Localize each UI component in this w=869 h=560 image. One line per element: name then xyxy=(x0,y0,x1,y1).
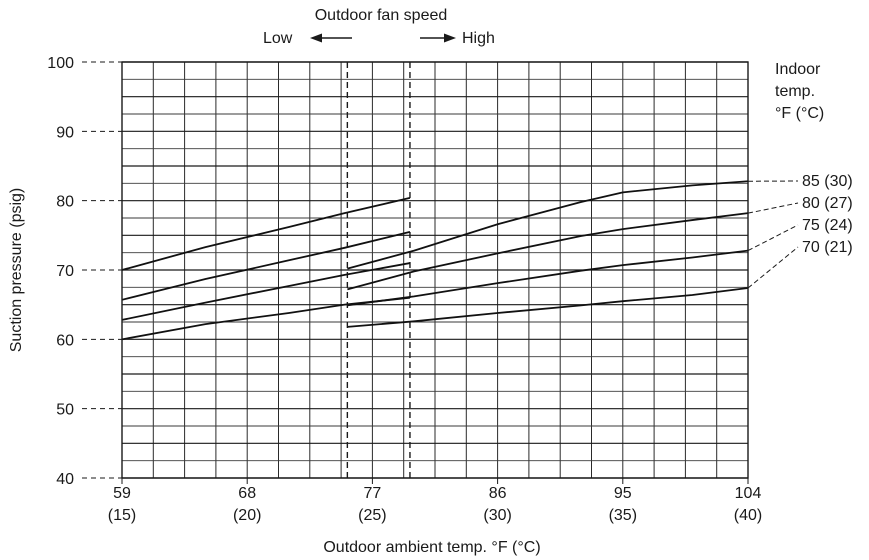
series-line-high xyxy=(347,287,749,328)
legend-title-line-1: Indoor xyxy=(775,61,821,78)
fan-speed-high-label: High xyxy=(462,30,495,47)
fan-speed-low-arrow xyxy=(310,33,352,43)
y-tick-label: 40 xyxy=(56,471,74,488)
series-label: 75 (24) xyxy=(802,217,853,234)
y-axis-label: Suction pressure (psig) xyxy=(8,188,25,353)
series-line-low xyxy=(121,296,411,341)
x-tick-label: 95 xyxy=(614,485,632,502)
x-tick-sublabel: (40) xyxy=(734,507,762,524)
series-line-low xyxy=(121,197,411,271)
series-label-leader xyxy=(747,202,799,214)
x-axis-label: Outdoor ambient temp. °F (°C) xyxy=(323,539,540,556)
series-line-high xyxy=(347,212,749,291)
x-tick-label: 59 xyxy=(113,485,131,502)
y-tick-label: 80 xyxy=(56,194,74,211)
legend-title-line-3: °F (°C) xyxy=(775,105,824,122)
y-tick-label: 70 xyxy=(56,263,74,280)
series-line-high xyxy=(347,249,749,307)
x-tick-sublabel: (20) xyxy=(233,507,261,524)
series-label-leader xyxy=(747,224,799,252)
y-tick-label: 60 xyxy=(56,332,74,349)
y-tick-label: 50 xyxy=(56,402,74,419)
series-label: 80 (27) xyxy=(802,195,853,212)
y-tick-label: 100 xyxy=(47,55,74,72)
series-lines: 85 (30) 80 (27) 75 (24) 70 (21) xyxy=(121,173,853,341)
series-line-high xyxy=(347,180,749,270)
x-tick-label: 68 xyxy=(238,485,256,502)
fan-speed-high-arrow xyxy=(420,33,456,43)
x-tick-sublabel: (30) xyxy=(483,507,511,524)
x-tick-sublabel: (35) xyxy=(609,507,637,524)
legend-title-line-2: temp. xyxy=(775,83,815,100)
series-line-low xyxy=(121,262,411,321)
x-tick-sublabel: (25) xyxy=(358,507,386,524)
y-tick-label: 90 xyxy=(56,124,74,141)
x-tick-label: 77 xyxy=(364,485,382,502)
series-label: 85 (30) xyxy=(802,173,853,190)
series-line-low xyxy=(121,230,411,301)
series-label: 70 (21) xyxy=(802,239,853,256)
fan-speed-low-label: Low xyxy=(263,30,293,47)
x-tick-sublabel: (15) xyxy=(108,507,136,524)
series-label-leader xyxy=(747,246,799,289)
grid xyxy=(121,61,749,479)
x-tick-label: 104 xyxy=(735,485,762,502)
x-tick-label: 86 xyxy=(489,485,507,502)
fan-speed-title: Outdoor fan speed xyxy=(315,7,448,24)
axes: 40 50 60 70 80 90 100 59 (15) 68 (20) 77 (25) 86 (30) 9… xyxy=(47,55,762,524)
